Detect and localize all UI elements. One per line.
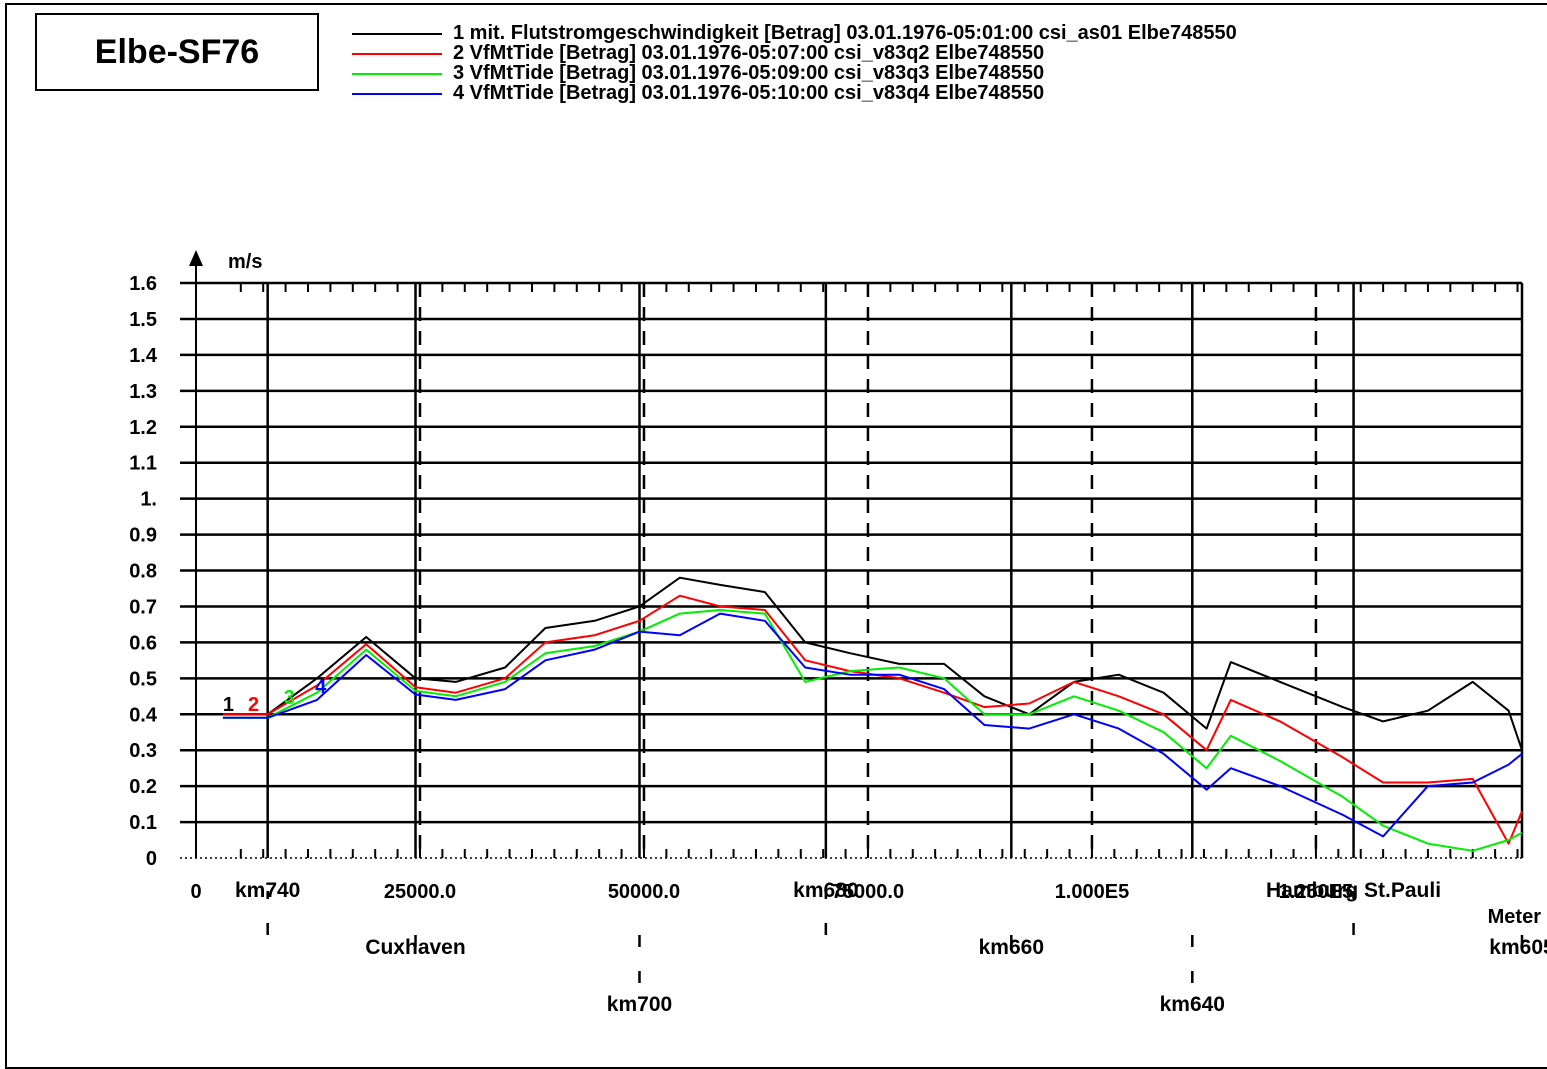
series-line-4 xyxy=(222,612,1523,838)
km-marker-label: km700 xyxy=(607,993,672,1016)
y-tick-label: 1.1 xyxy=(129,453,157,475)
km-marker-label: km680 xyxy=(793,879,858,902)
series-start-label: 2 xyxy=(248,694,259,716)
y-tick-label: 0.5 xyxy=(129,668,157,690)
title-box xyxy=(35,13,319,91)
x-tick-label: 50000.0 xyxy=(608,881,680,903)
y-tick-label: 1.5 xyxy=(129,309,157,331)
x-tick-label: 75000.0 xyxy=(832,881,904,903)
y-tick-label: 0.9 xyxy=(129,525,157,547)
series-start-label: 4 xyxy=(315,676,327,698)
legend-entry-2: 2 VfMtTide [Betrag] 03.01.1976-05:07:00 … xyxy=(453,42,1044,64)
y-tick-label: 0.8 xyxy=(129,561,157,583)
series-line-2 xyxy=(222,594,1523,845)
km-marker-label: km660 xyxy=(979,936,1044,959)
km-marker-label: km605 xyxy=(1489,936,1547,959)
series-start-label: 3 xyxy=(284,687,295,709)
y-axis-arrow-icon xyxy=(189,250,203,266)
series-line-1 xyxy=(222,576,1523,751)
km-marker-label: Hamburg St.Pauli xyxy=(1266,879,1441,902)
x-tick-label: 25000.0 xyxy=(384,881,456,903)
y-tick-label: 0.4 xyxy=(129,704,158,726)
legend-entry-3: 3 VfMtTide [Betrag] 03.01.1976-05:09:00 … xyxy=(453,62,1044,84)
y-tick-label: 1.2 xyxy=(129,417,157,439)
y-tick-label: 0.1 xyxy=(129,812,157,834)
km-marker-label: Cuxhaven xyxy=(365,936,465,959)
x-axis-label: Meter xyxy=(1488,906,1542,928)
y-tick-label: 1.4 xyxy=(129,345,158,367)
y-tick-label: 1.3 xyxy=(129,381,157,403)
series-line-3 xyxy=(222,609,1523,852)
y-tick-label: 1. xyxy=(140,489,157,511)
grid-layer: 0 0.1 0.2 0.3 0.4 0.5 0.6 0.7 0.8 0.9 1. 1.1 1.2 1.3 1… xyxy=(129,273,1524,1005)
legend-entry-4: 4 VfMtTide [Betrag] 03.01.1976-05:10:00 … xyxy=(453,82,1044,104)
y-tick-label: 0.2 xyxy=(129,776,157,798)
series-start-label: 1 xyxy=(223,694,234,716)
x-tick-label: 1.250E5 xyxy=(1279,881,1354,903)
km-marker-label: km640 xyxy=(1160,993,1225,1016)
y-tick-label: 1.6 xyxy=(129,273,157,295)
label-layer: km740 Cuxhaven km700 km680 km660 km640 Hamburg… xyxy=(223,676,1547,1016)
y-tick-label: 0.7 xyxy=(129,596,157,618)
chart-title: Elbe-SF76 xyxy=(95,33,259,71)
km-marker-label: km740 xyxy=(235,879,300,902)
legend: 1 mit. Flutstromgeschwindigkeit [Betrag]… xyxy=(352,22,1237,104)
x-tick-label: 1.000E5 xyxy=(1055,881,1130,903)
legend-entry-1: 1 mit. Flutstromgeschwindigkeit [Betrag]… xyxy=(453,22,1237,44)
y-axis-label: m/s xyxy=(228,251,262,273)
y-tick-label: 0.6 xyxy=(129,632,157,654)
series-layer xyxy=(222,576,1523,852)
x-tick-label: 0 xyxy=(190,881,201,903)
y-tick-label: 0 xyxy=(146,848,157,870)
y-tick-label: 0.3 xyxy=(129,740,157,762)
